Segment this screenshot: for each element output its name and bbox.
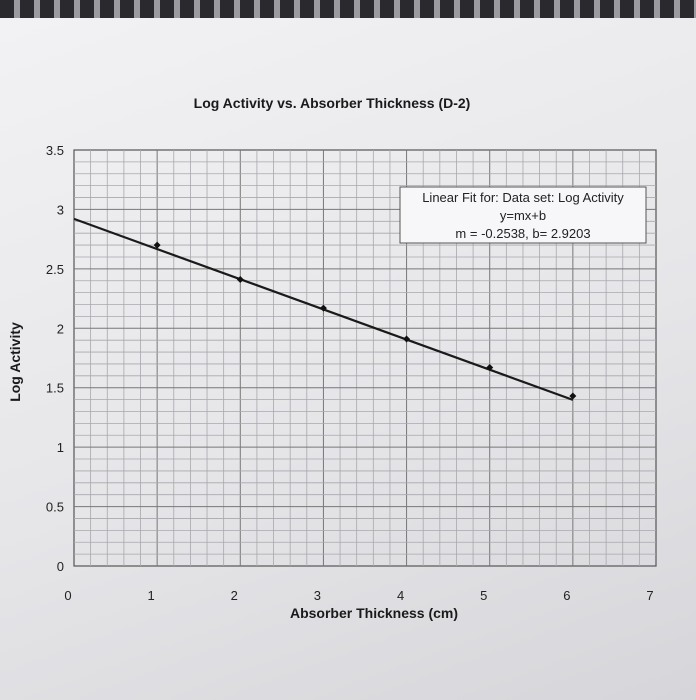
plot-frame [73, 149, 657, 567]
annotation-line-3: m = -0.2538, b= 2.9203 [455, 226, 590, 241]
paper-sheet [0, 18, 696, 700]
data-point [153, 241, 161, 249]
annotation-box [399, 186, 647, 244]
x-tick-label: 4 [397, 588, 404, 603]
annotation-line-2: y=mx+b [500, 208, 546, 223]
data-point [236, 276, 244, 284]
x-tick-label: 6 [563, 588, 570, 603]
chart-title: Log Activity vs. Absorber Thickness (D-2… [194, 95, 471, 111]
x-tick-label: 5 [480, 588, 487, 603]
x-tick-label: 1 [148, 588, 155, 603]
y-tick-label: 3 [57, 202, 64, 217]
y-tick-label: 0.5 [46, 500, 64, 515]
x-tick-labels: 0 1 2 3 4 5 6 7 [64, 588, 653, 603]
y-tick-label: 1 [57, 440, 64, 455]
y-tick-label: 0 [57, 559, 64, 574]
data-point [403, 335, 411, 343]
x-tick-label: 7 [646, 588, 653, 603]
x-tick-label: 3 [314, 588, 321, 603]
grid [73, 149, 657, 567]
y-tick-labels: 0 0.5 1 1.5 2 2.5 3 3.5 [46, 143, 64, 574]
y-tick-label: 3.5 [46, 143, 64, 158]
y-tick-label: 2 [57, 321, 64, 336]
y-tick-label: 2.5 [46, 262, 64, 277]
data-point [319, 304, 327, 312]
x-tick-label: 2 [231, 588, 238, 603]
annotation-line-1: Linear Fit for: Data set: Log Activity [422, 190, 624, 205]
data-points [153, 241, 577, 400]
x-axis-label: Absorber Thickness (cm) [290, 605, 458, 621]
spiral-binding [0, 0, 696, 18]
data-point [569, 392, 577, 400]
y-axis-label: Log Activity [7, 322, 23, 402]
data-point [486, 364, 494, 372]
x-tick-label: 0 [64, 588, 71, 603]
y-tick-label: 1.5 [46, 381, 64, 396]
fit-annotation: Linear Fit for: Data set: Log Activity y… [399, 186, 647, 244]
